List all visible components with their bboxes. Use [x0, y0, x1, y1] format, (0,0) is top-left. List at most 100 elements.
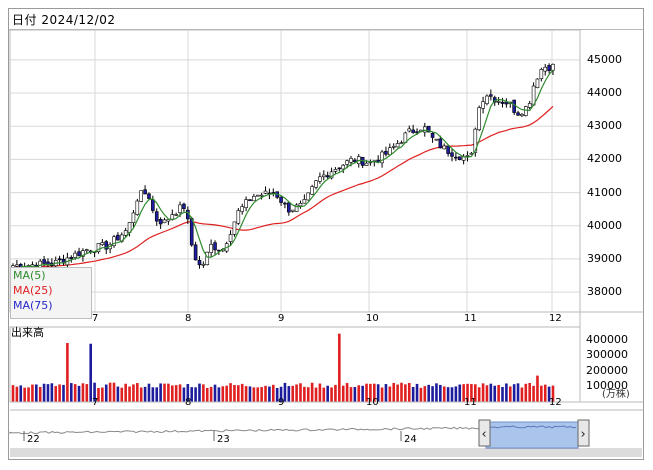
date-label: 日付 2024/12/02: [12, 13, 116, 27]
right-range-handle[interactable]: [577, 419, 590, 447]
candle-body: [520, 113, 524, 117]
volume-bar: [287, 386, 291, 402]
volume-bar: [505, 383, 508, 402]
volume-bar: [85, 384, 89, 402]
candle-body: [547, 65, 551, 72]
volume-bar: [516, 383, 520, 402]
candle-body: [96, 243, 101, 252]
volume-bar: [341, 385, 345, 402]
volume-bar: [435, 383, 438, 402]
volume-bar: [93, 382, 96, 402]
volume-axis-label: 300000: [586, 348, 628, 362]
candle-body: [248, 199, 252, 202]
volume-axis-label: 400000: [586, 332, 628, 346]
candle-body: [154, 211, 159, 222]
volume-bar: [306, 387, 310, 402]
price-plot-area[interactable]: [9, 29, 581, 313]
price-month-label: 11: [464, 313, 477, 324]
candle-body: [391, 146, 396, 148]
candle-body: [104, 241, 109, 250]
volume-bar: [89, 343, 92, 402]
volume-bar: [279, 386, 283, 402]
volume-bar: [31, 384, 34, 402]
volume-bar: [202, 384, 205, 402]
candle-body: [399, 142, 404, 144]
volume-bar: [190, 387, 194, 402]
volume-bar: [493, 385, 497, 402]
range-navigator[interactable]: ‹ ›: [9, 411, 642, 457]
volume-bar: [470, 384, 473, 402]
price-axis-label: 41000: [587, 185, 622, 199]
volume-bar: [485, 385, 489, 402]
volume-bar: [365, 383, 368, 402]
candle-body: [100, 242, 105, 245]
volume-bar: [151, 387, 155, 402]
volume-bar: [540, 385, 543, 402]
ma5-path: [20, 69, 554, 268]
volume-bar: [423, 386, 427, 402]
candle-body: [57, 258, 62, 261]
volume-bar: [178, 384, 182, 402]
price-month-label: 8: [185, 313, 192, 324]
volume-bar: [303, 386, 306, 402]
volume-bar: [407, 382, 411, 402]
candle-body: [298, 203, 303, 207]
volume-bar: [400, 382, 403, 402]
candle-body: [360, 156, 365, 166]
volume-bar: [217, 387, 221, 402]
volume-bar: [260, 387, 263, 402]
volume-bar: [198, 383, 201, 402]
volume-bar: [271, 384, 275, 402]
volume-bar: [38, 386, 42, 402]
volume-bar: [62, 384, 65, 402]
volume-bar: [77, 385, 81, 402]
chevron-right-icon: ›: [581, 427, 586, 442]
volume-bar: [458, 384, 462, 402]
candle-body: [341, 164, 346, 170]
candle-body: [162, 219, 167, 224]
navigator-scrollbar-track[interactable]: [10, 450, 642, 457]
left-range-handle[interactable]: [478, 419, 491, 447]
volume-bar: [23, 387, 26, 402]
candle-body: [174, 214, 178, 216]
candle-body: [287, 202, 291, 213]
candle-body: [422, 126, 427, 133]
volume-month-label: 9: [278, 397, 285, 408]
legend-ma25: MA(25): [13, 284, 53, 297]
volume-bar: [345, 383, 349, 402]
volume-bar: [322, 387, 326, 402]
price-axis-label: 38000: [587, 285, 622, 299]
candle-body: [123, 230, 128, 236]
volume-bar: [532, 385, 535, 402]
volume-bar: [155, 387, 159, 402]
volume-month-label: 10: [366, 397, 379, 408]
candle-body: [535, 78, 540, 89]
price-axis-label: 42000: [587, 152, 622, 166]
volume-bar: [551, 385, 555, 402]
volume-bar: [229, 383, 232, 402]
volume-bar: [248, 386, 252, 402]
price-axis-label: 45000: [587, 52, 622, 66]
candle-body: [384, 150, 388, 155]
volume-bar: [411, 387, 415, 402]
volume-bar: [194, 387, 197, 402]
candle-body: [496, 101, 501, 103]
volume-bar: [101, 387, 104, 402]
volume-bar: [501, 387, 504, 402]
volume-bar: [520, 387, 524, 402]
candle-body: [516, 112, 520, 116]
price-axis-label: 44000: [587, 86, 622, 100]
volume-bar: [508, 386, 512, 402]
candle-body: [318, 176, 322, 182]
volume-bar: [225, 385, 228, 402]
volume-bar: [314, 387, 318, 402]
candle-body: [139, 190, 144, 202]
volume-bar: [477, 387, 481, 402]
candle-body: [85, 249, 89, 251]
volume-bar: [384, 384, 388, 402]
volume-bar: [132, 384, 135, 402]
candle-body: [170, 214, 175, 220]
volume-bar: [547, 386, 551, 402]
candle-body: [512, 99, 516, 113]
volume-bar: [11, 385, 15, 402]
